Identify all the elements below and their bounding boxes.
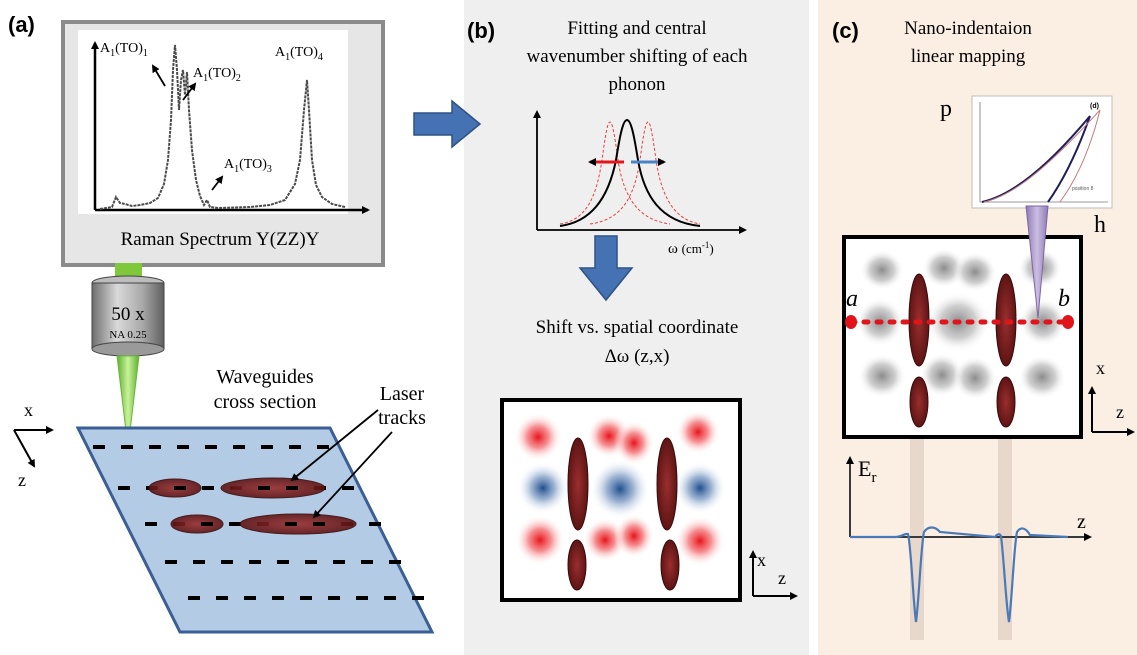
nano-map-axis-x-label: x xyxy=(1096,358,1105,378)
fitting-title-line3: phonon xyxy=(609,74,667,95)
nano-title-line2: linear mapping xyxy=(911,46,1026,67)
shift-map-track-4 xyxy=(660,539,680,591)
panel-c-tag: (c) xyxy=(832,18,859,43)
scan-point-a xyxy=(845,315,857,329)
shift-map-axis-z-label: z xyxy=(778,568,786,588)
laser-tracks-arrow-2 xyxy=(312,431,393,519)
shift-map-track-2 xyxy=(656,437,678,531)
nano-map-track-3 xyxy=(909,376,929,428)
peak-arrow-1 xyxy=(151,64,166,87)
fitting-curve-right xyxy=(589,121,701,225)
fitting-title-line2: wavenumber shifting of each xyxy=(526,46,748,67)
pd-curve-1 xyxy=(981,115,1091,203)
point-b-label: b xyxy=(1058,286,1070,312)
peak-arrow-3 xyxy=(211,175,224,191)
er-z-label: z xyxy=(1077,511,1086,533)
laser-track-small-2 xyxy=(170,514,224,534)
laser-tracks-label-line2: tracks xyxy=(378,407,426,429)
nano-map-track-4 xyxy=(996,376,1016,428)
shift-map-lobes xyxy=(514,410,726,566)
flow-arrow-a-to-b xyxy=(413,99,482,149)
indenter-tip xyxy=(1025,205,1049,319)
er-label: Er xyxy=(858,456,876,486)
panel-b-tag: (b) xyxy=(467,18,495,43)
waveguides-label-line1: Waveguides xyxy=(216,366,313,388)
sample-axis-z-label: z xyxy=(18,470,26,490)
shift-title-line1: Shift vs. spatial coordinate xyxy=(536,317,739,338)
objective-na: NA 0.25 xyxy=(109,329,147,341)
scan-point-b xyxy=(1062,315,1074,329)
nano-title-line1: Nano-indentaion xyxy=(904,18,1032,39)
waveguide-dashes-over xyxy=(174,486,325,526)
peak-label-3: A1(TO)3 xyxy=(224,157,272,175)
pd-inset-legend: position 8 xyxy=(1072,186,1094,192)
laser-beam xyxy=(116,355,140,449)
laser-track-long-1 xyxy=(220,477,326,499)
laser-tracks-arrow-1 xyxy=(290,409,379,482)
h-label: h xyxy=(1094,212,1106,238)
laser-tracks-label-line1: Laser xyxy=(380,383,425,405)
panel-a-tag: (a) xyxy=(8,12,35,37)
fitting-curve-main xyxy=(559,118,701,227)
objective-bottom xyxy=(91,341,165,357)
fitting-curve-left xyxy=(559,121,671,225)
peak-label-2: A1(TO)2 xyxy=(193,66,241,84)
point-a-label: a xyxy=(846,286,858,312)
track-band-2 xyxy=(998,430,1012,640)
shift-title-line2: Δω (z,x) xyxy=(605,346,670,367)
omega-axis-label: ω (cm-1) xyxy=(668,240,714,257)
laser-track-long-2 xyxy=(239,513,357,535)
pd-curve-2 xyxy=(983,109,1101,203)
sample-axis-x-label: x xyxy=(24,400,33,420)
p-label: p xyxy=(940,96,952,122)
nano-map-axis-z-label: z xyxy=(1116,402,1124,422)
peak-label-1: A1(TO)1 xyxy=(100,41,148,59)
pd-inset xyxy=(971,95,1113,209)
peak-label-4: A1(TO)4 xyxy=(275,45,323,63)
shift-map-track-1 xyxy=(567,437,589,531)
spectrum-curve xyxy=(99,44,346,210)
spectrum-caption: Raman Spectrum Y(ZZ)Y xyxy=(121,229,320,250)
flow-arrow-down xyxy=(578,235,634,302)
waveguides-label-line2: cross section xyxy=(214,391,317,413)
objective-magnification: 50 x xyxy=(111,304,145,325)
er-profile-curve xyxy=(850,526,1069,623)
shift-map-track-3 xyxy=(567,539,587,591)
peak-arrow-2 xyxy=(182,82,197,101)
sample-axis-z xyxy=(13,429,35,468)
shift-map-axis-x-label: x xyxy=(757,550,766,570)
pd-inset-tag: (d) xyxy=(1090,103,1099,110)
fitting-title-line1: Fitting and central xyxy=(567,18,706,39)
